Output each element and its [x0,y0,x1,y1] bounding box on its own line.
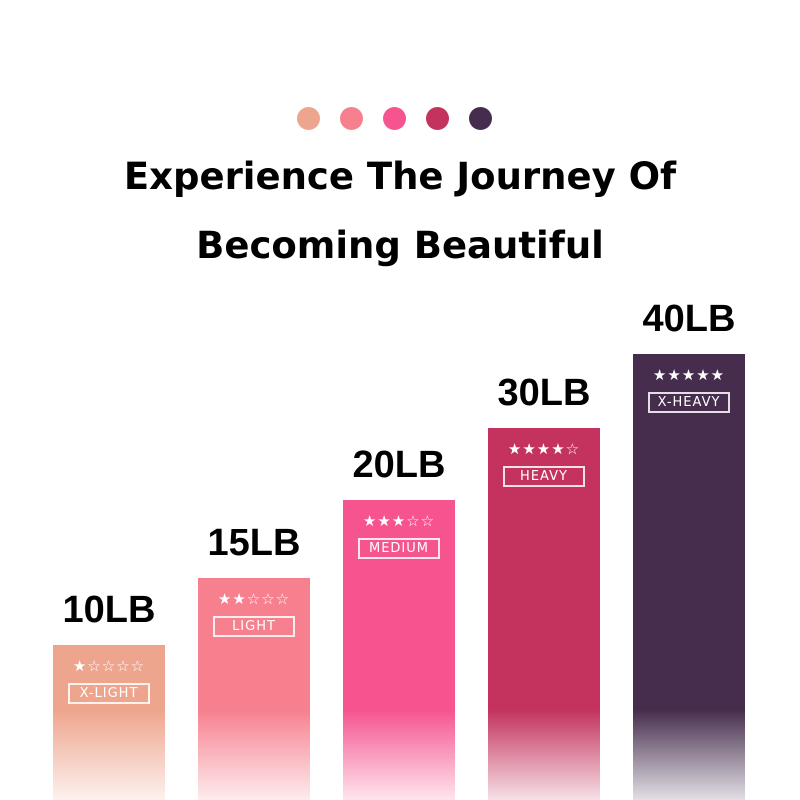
weight-label: 40LB [642,298,736,340]
headline-line-1: Experience The Journey Of [123,155,677,198]
resistance-band-bar: ★★★★☆ HEAVY [488,428,600,800]
weight-label: 20LB [352,444,446,486]
color-dot [383,107,406,130]
color-dots [297,107,492,130]
color-dot [297,107,320,130]
resistance-band-bar: ★☆☆☆☆ X-LIGHT [53,645,165,800]
headline-line-2: Becoming Beautiful [196,224,604,267]
weight-label: 15LB [207,522,301,564]
color-dot [469,107,492,130]
color-dot [426,107,449,130]
color-dot [340,107,363,130]
weight-label: 30LB [497,372,591,414]
level-name-badge: HEAVY [503,466,585,487]
resistance-band-bar: ★★★☆☆ MEDIUM [343,500,455,800]
resistance-band-bar: ★★☆☆☆ LIGHT [198,578,310,800]
star-rating-icons: ★★★★☆ [507,440,581,458]
level-name-badge: X-LIGHT [68,683,150,704]
level-name-badge: MEDIUM [358,538,440,559]
weight-label: 10LB [62,589,156,631]
star-rating-icons: ★★★☆☆ [362,512,436,530]
star-rating-icons: ★★☆☆☆ [217,590,291,608]
resistance-band-bar: ★★★★★ X-HEAVY [633,354,745,800]
level-name-badge: LIGHT [213,616,295,637]
star-rating-icons: ★★★★★ [652,366,726,384]
level-name-badge: X-HEAVY [648,392,730,413]
star-rating-icons: ★☆☆☆☆ [72,657,146,675]
